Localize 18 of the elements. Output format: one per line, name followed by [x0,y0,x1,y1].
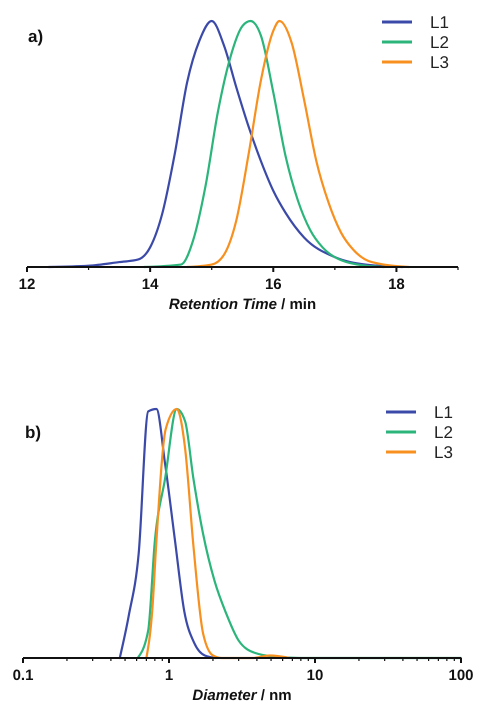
x-tick-label: 0.1 [12,667,34,684]
legend-label: L3 [434,443,453,462]
legend-label: L2 [434,423,453,442]
x-tick-label: 12 [18,276,36,293]
x-tick-label: 10 [306,667,324,684]
x-tick-label: 18 [388,276,405,293]
legend-label: L2 [430,33,449,52]
x-axis-title: Diameter / nm [192,687,292,704]
x-tick-label: 16 [264,276,282,293]
x-axis-title: Retention Time / min [168,296,316,313]
legend-label: L1 [434,403,453,422]
legend-label: L3 [430,53,449,72]
annotation: b) [25,423,42,442]
x-tick-label: 1 [164,667,174,684]
x-tick-label: 14 [142,276,160,293]
annotation: a) [28,27,44,46]
legend-label: L1 [430,13,449,32]
x-tick-label: 100 [448,667,474,684]
